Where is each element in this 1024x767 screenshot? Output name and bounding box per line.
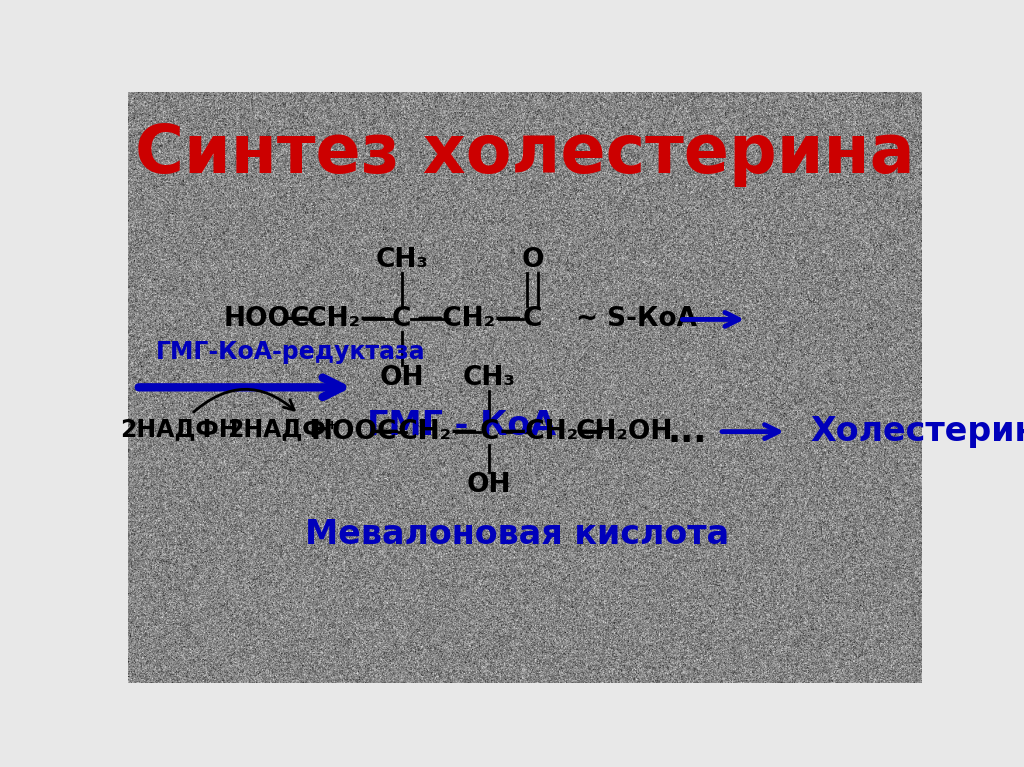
Text: ~ S-КоА: ~ S-КоА: [577, 307, 697, 332]
Text: O: O: [521, 248, 544, 273]
Text: Мевалоновая кислота: Мевалоновая кислота: [305, 518, 729, 551]
Text: C: C: [392, 307, 412, 332]
Text: CH₂OH: CH₂OH: [575, 419, 673, 445]
Text: C: C: [479, 419, 499, 445]
Text: —CH₂—: —CH₂—: [282, 307, 387, 332]
Text: Холестерин: Холестерин: [811, 415, 1024, 448]
Text: 2НАДФН: 2НАДФН: [120, 416, 239, 441]
Text: ГМГ - КоА: ГМГ - КоА: [367, 410, 556, 443]
FancyArrowPatch shape: [194, 390, 294, 412]
Text: OH: OH: [467, 472, 511, 498]
Text: —CH₂—: —CH₂—: [500, 419, 605, 445]
Text: ГМГ-КоА-редуктаза: ГМГ-КоА-редуктаза: [156, 340, 425, 364]
Text: HOOC: HOOC: [311, 419, 397, 445]
Text: ...: ...: [668, 415, 708, 449]
Text: —CH₂—: —CH₂—: [417, 307, 522, 332]
Text: CH₃: CH₃: [463, 366, 515, 391]
Text: 2НАДФ⁺: 2НАДФ⁺: [227, 416, 339, 441]
Text: HOOC: HOOC: [223, 307, 310, 332]
Text: Синтез холестерина: Синтез холестерина: [135, 121, 914, 187]
Text: CH₃: CH₃: [376, 248, 428, 273]
Text: —CH₂—: —CH₂—: [373, 419, 478, 445]
Text: OH: OH: [380, 366, 424, 391]
Text: C: C: [523, 307, 543, 332]
